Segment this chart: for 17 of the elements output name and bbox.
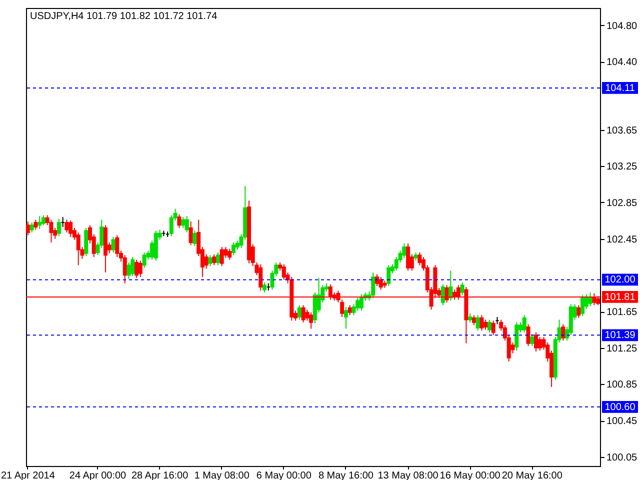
y-tick-label: 100.05: [606, 452, 638, 464]
ref-line-label: 101.81: [604, 292, 636, 303]
ref-line-label: 102.00: [604, 274, 636, 286]
chart-title: USDJPY,H4 101.79 101.82 101.72 101.74: [30, 11, 218, 22]
ref-line-label: 104.11: [605, 82, 636, 94]
y-tick-label: 100.45: [606, 416, 638, 428]
y-tick-label: 103.25: [606, 162, 638, 173]
y-tick-label: 101.65: [606, 307, 638, 318]
y-tick-label: 101.25: [606, 343, 638, 354]
y-tick-label: 100.85: [606, 380, 638, 391]
ref-line-label: 101.39: [604, 330, 636, 342]
y-tick-label: 103.65: [606, 125, 638, 136]
y-tick-label: 102.85: [606, 198, 638, 209]
y-tick-label: 102.45: [606, 234, 638, 246]
ref-line-label: 100.60: [604, 402, 636, 413]
y-tick-label: 104.40: [606, 57, 638, 68]
y-tick-label: 104.80: [606, 20, 638, 32]
